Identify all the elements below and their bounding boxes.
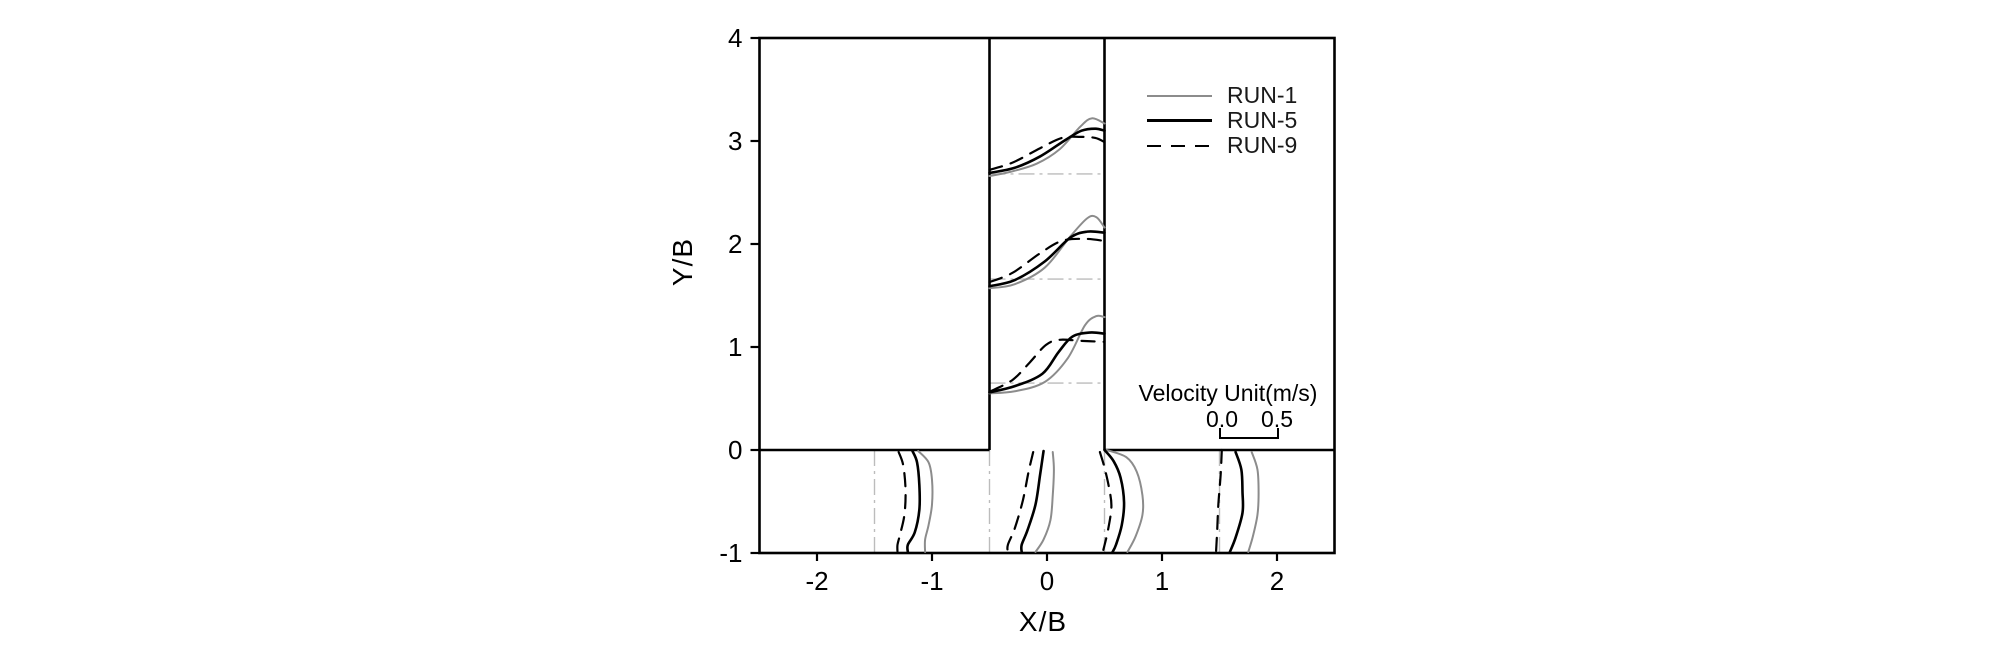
profile-RUN-9-main-3 <box>1214 448 1223 554</box>
profile-RUN-9-branch-2 <box>989 338 1106 393</box>
legend-line-gray-solid-icon <box>1147 94 1212 97</box>
legend: RUN-1 RUN-5 RUN-9 <box>1147 82 1298 158</box>
profile-RUN-1-branch-2 <box>988 314 1106 395</box>
legend-line-black-dashed-icon <box>1147 144 1212 147</box>
x-tick-label-0: 0 <box>1040 566 1054 596</box>
legend-item-run5: RUN-5 <box>1147 107 1298 133</box>
profile-RUN-1-main-1 <box>1034 451 1055 553</box>
legend-line-black-solid-icon <box>1147 119 1212 122</box>
x-tick-label--1: -1 <box>920 566 943 596</box>
velocity-scale-label-0: 0.0 <box>1206 406 1238 432</box>
velocity-scale-label-05: 0.5 <box>1261 406 1293 432</box>
profile-RUN-9-main-1 <box>1006 450 1035 554</box>
velocity-scale-bracket <box>1219 428 1279 439</box>
profile-RUN-5-main-0 <box>906 449 922 554</box>
profile-RUN-9-main-0 <box>896 450 907 554</box>
profile-RUN-1-branch-1 <box>988 214 1106 290</box>
profile-RUN-1-main-3 <box>1247 451 1260 553</box>
profile-RUN-9-main-2 <box>1098 450 1113 552</box>
profile-RUN-5-main-2 <box>1103 448 1126 554</box>
y-tick-label-3: 3 <box>728 126 742 156</box>
legend-label-run5: RUN-5 <box>1227 107 1298 133</box>
profile-RUN-1-branch-0 <box>988 117 1106 178</box>
y-axis-title: Y/B <box>667 237 698 287</box>
x-axis-title: X/B <box>1018 606 1068 637</box>
profile-RUN-5-branch-1 <box>988 230 1106 288</box>
profile-RUN-9-branch-0 <box>988 135 1106 171</box>
profile-RUN-1-main-2 <box>1105 449 1145 553</box>
x-tick-label-2: 2 <box>1270 566 1284 596</box>
y-tick-label--1: -1 <box>719 538 742 568</box>
legend-item-run9: RUN-9 <box>1147 132 1298 158</box>
profile-RUN-1-main-0 <box>917 450 934 553</box>
velocity-scale-title: Velocity Unit(m/s) <box>1138 380 1318 406</box>
legend-label-run9: RUN-9 <box>1227 132 1298 158</box>
y-tick-label-0: 0 <box>728 435 742 465</box>
x-tick-label--2: -2 <box>805 566 828 596</box>
profile-RUN-5-main-3 <box>1228 450 1245 554</box>
profile-RUN-5-branch-0 <box>988 127 1106 175</box>
profile-RUN-5-main-1 <box>1019 449 1045 554</box>
legend-label-run1: RUN-1 <box>1227 82 1298 108</box>
y-tick-label-4: 4 <box>728 23 742 53</box>
profile-RUN-9-branch-1 <box>988 237 1106 284</box>
legend-item-run1: RUN-1 <box>1147 82 1298 108</box>
y-tick-label-2: 2 <box>728 229 742 259</box>
x-tick-label-1: 1 <box>1155 566 1169 596</box>
profile-RUN-5-branch-2 <box>988 331 1106 394</box>
y-tick-label-1: 1 <box>728 332 742 362</box>
